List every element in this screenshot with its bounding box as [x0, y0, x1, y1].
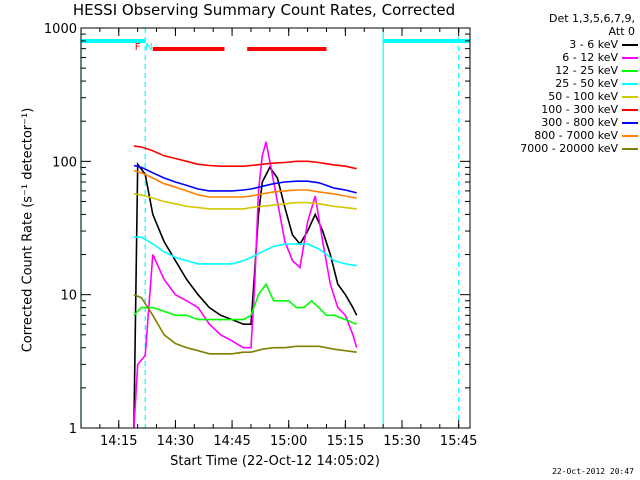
legend-swatch	[622, 43, 638, 46]
series-line-0	[133, 161, 358, 429]
y-tick-label-3: 1000	[44, 22, 77, 37]
legend-item-8: 7000 - 20000 keV	[470, 142, 638, 155]
legend-item-2: 12 - 25 keV	[470, 64, 638, 77]
legend-item-7: 800 - 7000 keV	[470, 129, 638, 142]
legend-item-0: 3 - 6 keV	[470, 38, 638, 51]
legend-header-line1: Det 1,3,5,6,7,9,	[548, 12, 635, 25]
legend-label: 12 - 25 keV	[555, 64, 618, 77]
legend-label: 25 - 50 keV	[555, 77, 618, 90]
axis-ticks: 14:15 14:30 14:45 15:00 15:15 15:30 15:45 1 10 10…	[44, 22, 477, 449]
legend-label: 800 - 7000 keV	[534, 129, 618, 142]
series-line-8	[133, 293, 357, 355]
y-tick-label-2: 100	[52, 155, 77, 170]
legend-label: 6 - 12 keV	[562, 51, 618, 64]
legend-swatch	[622, 95, 638, 98]
series-line-2	[133, 282, 358, 325]
legend: Det 1,3,5,6,7,9, Att 0 3 - 6 keV 6 - 12 k…	[470, 12, 638, 155]
series-line-6	[133, 164, 357, 194]
legend-label: 3 - 6 keV	[569, 38, 618, 51]
legend-item-5: 100 - 300 keV	[470, 103, 638, 116]
x-tick-label-3: 15:00	[270, 434, 307, 449]
legend-label: 300 - 800 keV	[541, 116, 618, 129]
x-tick-label-6: 15:45	[440, 434, 477, 449]
plot-frame	[80, 27, 471, 429]
legend-swatch	[622, 69, 638, 72]
flag-label-N: N	[145, 42, 152, 53]
legend-swatch	[622, 56, 638, 59]
series-line-1	[133, 141, 358, 429]
annotation-bars	[81, 39, 470, 51]
legend-swatch	[622, 82, 638, 85]
series-line-5	[133, 145, 357, 170]
legend-label: 100 - 300 keV	[541, 103, 618, 116]
chart-title: HESSI Observing Summary Count Rates, Cor…	[72, 1, 456, 19]
legend-swatch	[622, 147, 638, 150]
series-line-3	[133, 236, 357, 267]
legend-label: 50 - 100 keV	[548, 90, 618, 103]
x-tick-label-0: 14:15	[100, 434, 137, 449]
legend-swatch	[622, 121, 638, 124]
legend-item-4: 50 - 100 keV	[470, 90, 638, 103]
x-tick-label-2: 14:45	[213, 434, 250, 449]
x-tick-label-5: 15:30	[383, 434, 420, 449]
flag-label-F: F	[135, 42, 141, 53]
y-tick-label-0: 1	[69, 422, 77, 437]
y-axis-label: Corrected Count Rate (s⁻¹ detector⁻¹)	[20, 107, 36, 353]
x-tick-label-1: 14:30	[157, 434, 194, 449]
series-line-7	[133, 169, 357, 199]
timestamp: 22-Oct-2012 20:47	[552, 467, 634, 476]
x-tick-label-4: 15:15	[327, 434, 364, 449]
y-tick-label-1: 10	[60, 289, 77, 304]
legend-swatch	[622, 134, 638, 137]
legend-item-3: 25 - 50 keV	[470, 77, 638, 90]
legend-item-6: 300 - 800 keV	[470, 116, 638, 129]
legend-item-1: 6 - 12 keV	[470, 51, 638, 64]
series-lines	[133, 141, 358, 429]
legend-swatch	[622, 108, 638, 111]
series-line-4	[133, 193, 357, 210]
legend-entries: 3 - 6 keV 6 - 12 keV 12 - 25 keV 25 - 50 ke…	[470, 38, 638, 155]
legend-header-line2: Att 0	[608, 25, 635, 38]
legend-label: 7000 - 20000 keV	[520, 142, 618, 155]
x-axis-label: Start Time (22-Oct-12 14:05:02)	[170, 454, 380, 469]
